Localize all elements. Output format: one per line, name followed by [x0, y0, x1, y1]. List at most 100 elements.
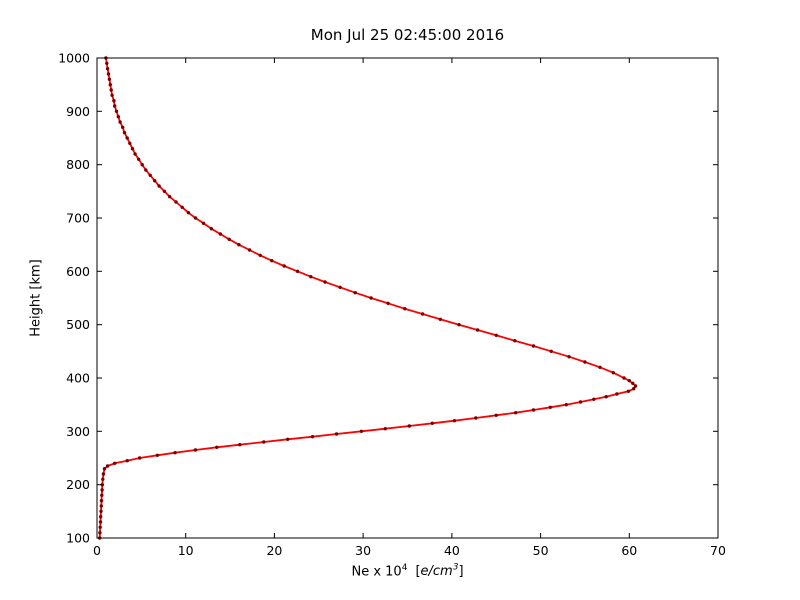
- data-point: [295, 269, 300, 273]
- data-point: [112, 99, 116, 103]
- data-point: [258, 253, 262, 257]
- data-point: [102, 467, 107, 471]
- data-point: [286, 437, 290, 441]
- data-point: [369, 296, 373, 300]
- data-point: [592, 397, 596, 401]
- data-point: [144, 168, 148, 172]
- data-point: [626, 389, 631, 393]
- data-point: [531, 408, 536, 412]
- data-point: [105, 464, 110, 468]
- data-point: [107, 77, 112, 82]
- data-point: [632, 387, 636, 391]
- data-point: [633, 384, 638, 388]
- data-point: [323, 280, 327, 284]
- data-point: [227, 237, 231, 241]
- data-point: [155, 453, 159, 457]
- data-point: [353, 291, 357, 295]
- y-tick-label: 1000: [58, 51, 90, 66]
- data-point: [531, 344, 536, 348]
- y-tick-label: 700: [66, 211, 90, 226]
- data-point: [162, 189, 167, 193]
- data-point: [631, 381, 635, 385]
- data-point: [583, 360, 587, 364]
- y-tick-label: 400: [66, 371, 90, 386]
- data-point: [309, 275, 313, 279]
- x-tick-label: 70: [710, 543, 726, 558]
- data-point: [99, 509, 103, 513]
- data-point: [334, 432, 339, 436]
- data-point: [148, 173, 152, 177]
- data-point: [99, 515, 103, 519]
- data-point: [383, 427, 387, 431]
- data-point: [193, 216, 198, 220]
- y-tick-label: 600: [66, 264, 90, 279]
- data-point: [186, 211, 191, 215]
- data-point: [109, 88, 113, 92]
- data-point: [153, 179, 157, 183]
- data-point: [100, 493, 104, 497]
- data-point: [122, 131, 127, 135]
- y-tick-label: 300: [66, 424, 90, 439]
- x-tick-label: 0: [93, 543, 101, 558]
- data-point: [218, 232, 222, 236]
- data-point: [627, 379, 631, 383]
- data-point: [567, 355, 571, 359]
- data-point: [430, 421, 434, 425]
- data-point: [128, 141, 132, 145]
- data-point: [114, 109, 119, 114]
- data-point: [180, 205, 184, 209]
- data-point: [338, 285, 342, 289]
- data-point: [494, 413, 498, 417]
- data-line: [98, 57, 637, 539]
- x-tick-label: 60: [621, 543, 637, 558]
- x-tick-label: 30: [355, 543, 371, 558]
- data-point: [457, 323, 461, 327]
- y-tick-label: 200: [66, 477, 90, 492]
- unit-symbol: e/cm: [420, 564, 453, 580]
- data-point: [598, 365, 602, 369]
- data-point: [209, 227, 214, 231]
- data-point: [403, 307, 407, 311]
- data-point: [622, 376, 626, 380]
- data-point: [359, 429, 364, 433]
- data-point: [108, 83, 113, 87]
- data-point: [137, 456, 142, 460]
- chart-title: Mon Jul 25 02:45:00 2016: [310, 26, 505, 44]
- x-label-base: Ne x 10: [351, 564, 402, 580]
- data-point: [168, 195, 172, 199]
- data-point: [140, 163, 144, 167]
- data-point: [615, 392, 619, 396]
- data-point: [174, 200, 178, 204]
- data-point: [420, 312, 425, 316]
- data-point: [604, 395, 608, 399]
- data-point: [125, 459, 129, 463]
- data-point: [238, 443, 242, 447]
- x-tick-label: 20: [266, 543, 282, 558]
- data-point: [106, 72, 111, 76]
- x-tick-label: 10: [178, 543, 194, 558]
- data-point: [101, 477, 105, 481]
- data-point: [173, 451, 177, 455]
- x-tick-label: 50: [533, 543, 549, 558]
- data-point: [101, 472, 106, 476]
- unit-open-bracket: [: [415, 564, 421, 580]
- data-point: [116, 115, 121, 119]
- data-point: [130, 147, 135, 151]
- data-point: [564, 403, 568, 407]
- x-label-exponent: 4: [401, 563, 408, 573]
- data-point: [475, 328, 480, 332]
- data-point: [105, 67, 110, 71]
- data-point: [137, 157, 141, 161]
- data-point: [193, 448, 198, 452]
- data-point: [514, 411, 518, 415]
- data-point: [100, 488, 104, 492]
- data-point: [270, 259, 274, 263]
- data-point: [99, 499, 104, 503]
- x-tick-label: 40: [444, 543, 460, 558]
- data-point: [100, 483, 105, 487]
- data-point: [474, 416, 478, 420]
- y-tick-label: 800: [66, 157, 90, 172]
- data-point: [157, 184, 161, 188]
